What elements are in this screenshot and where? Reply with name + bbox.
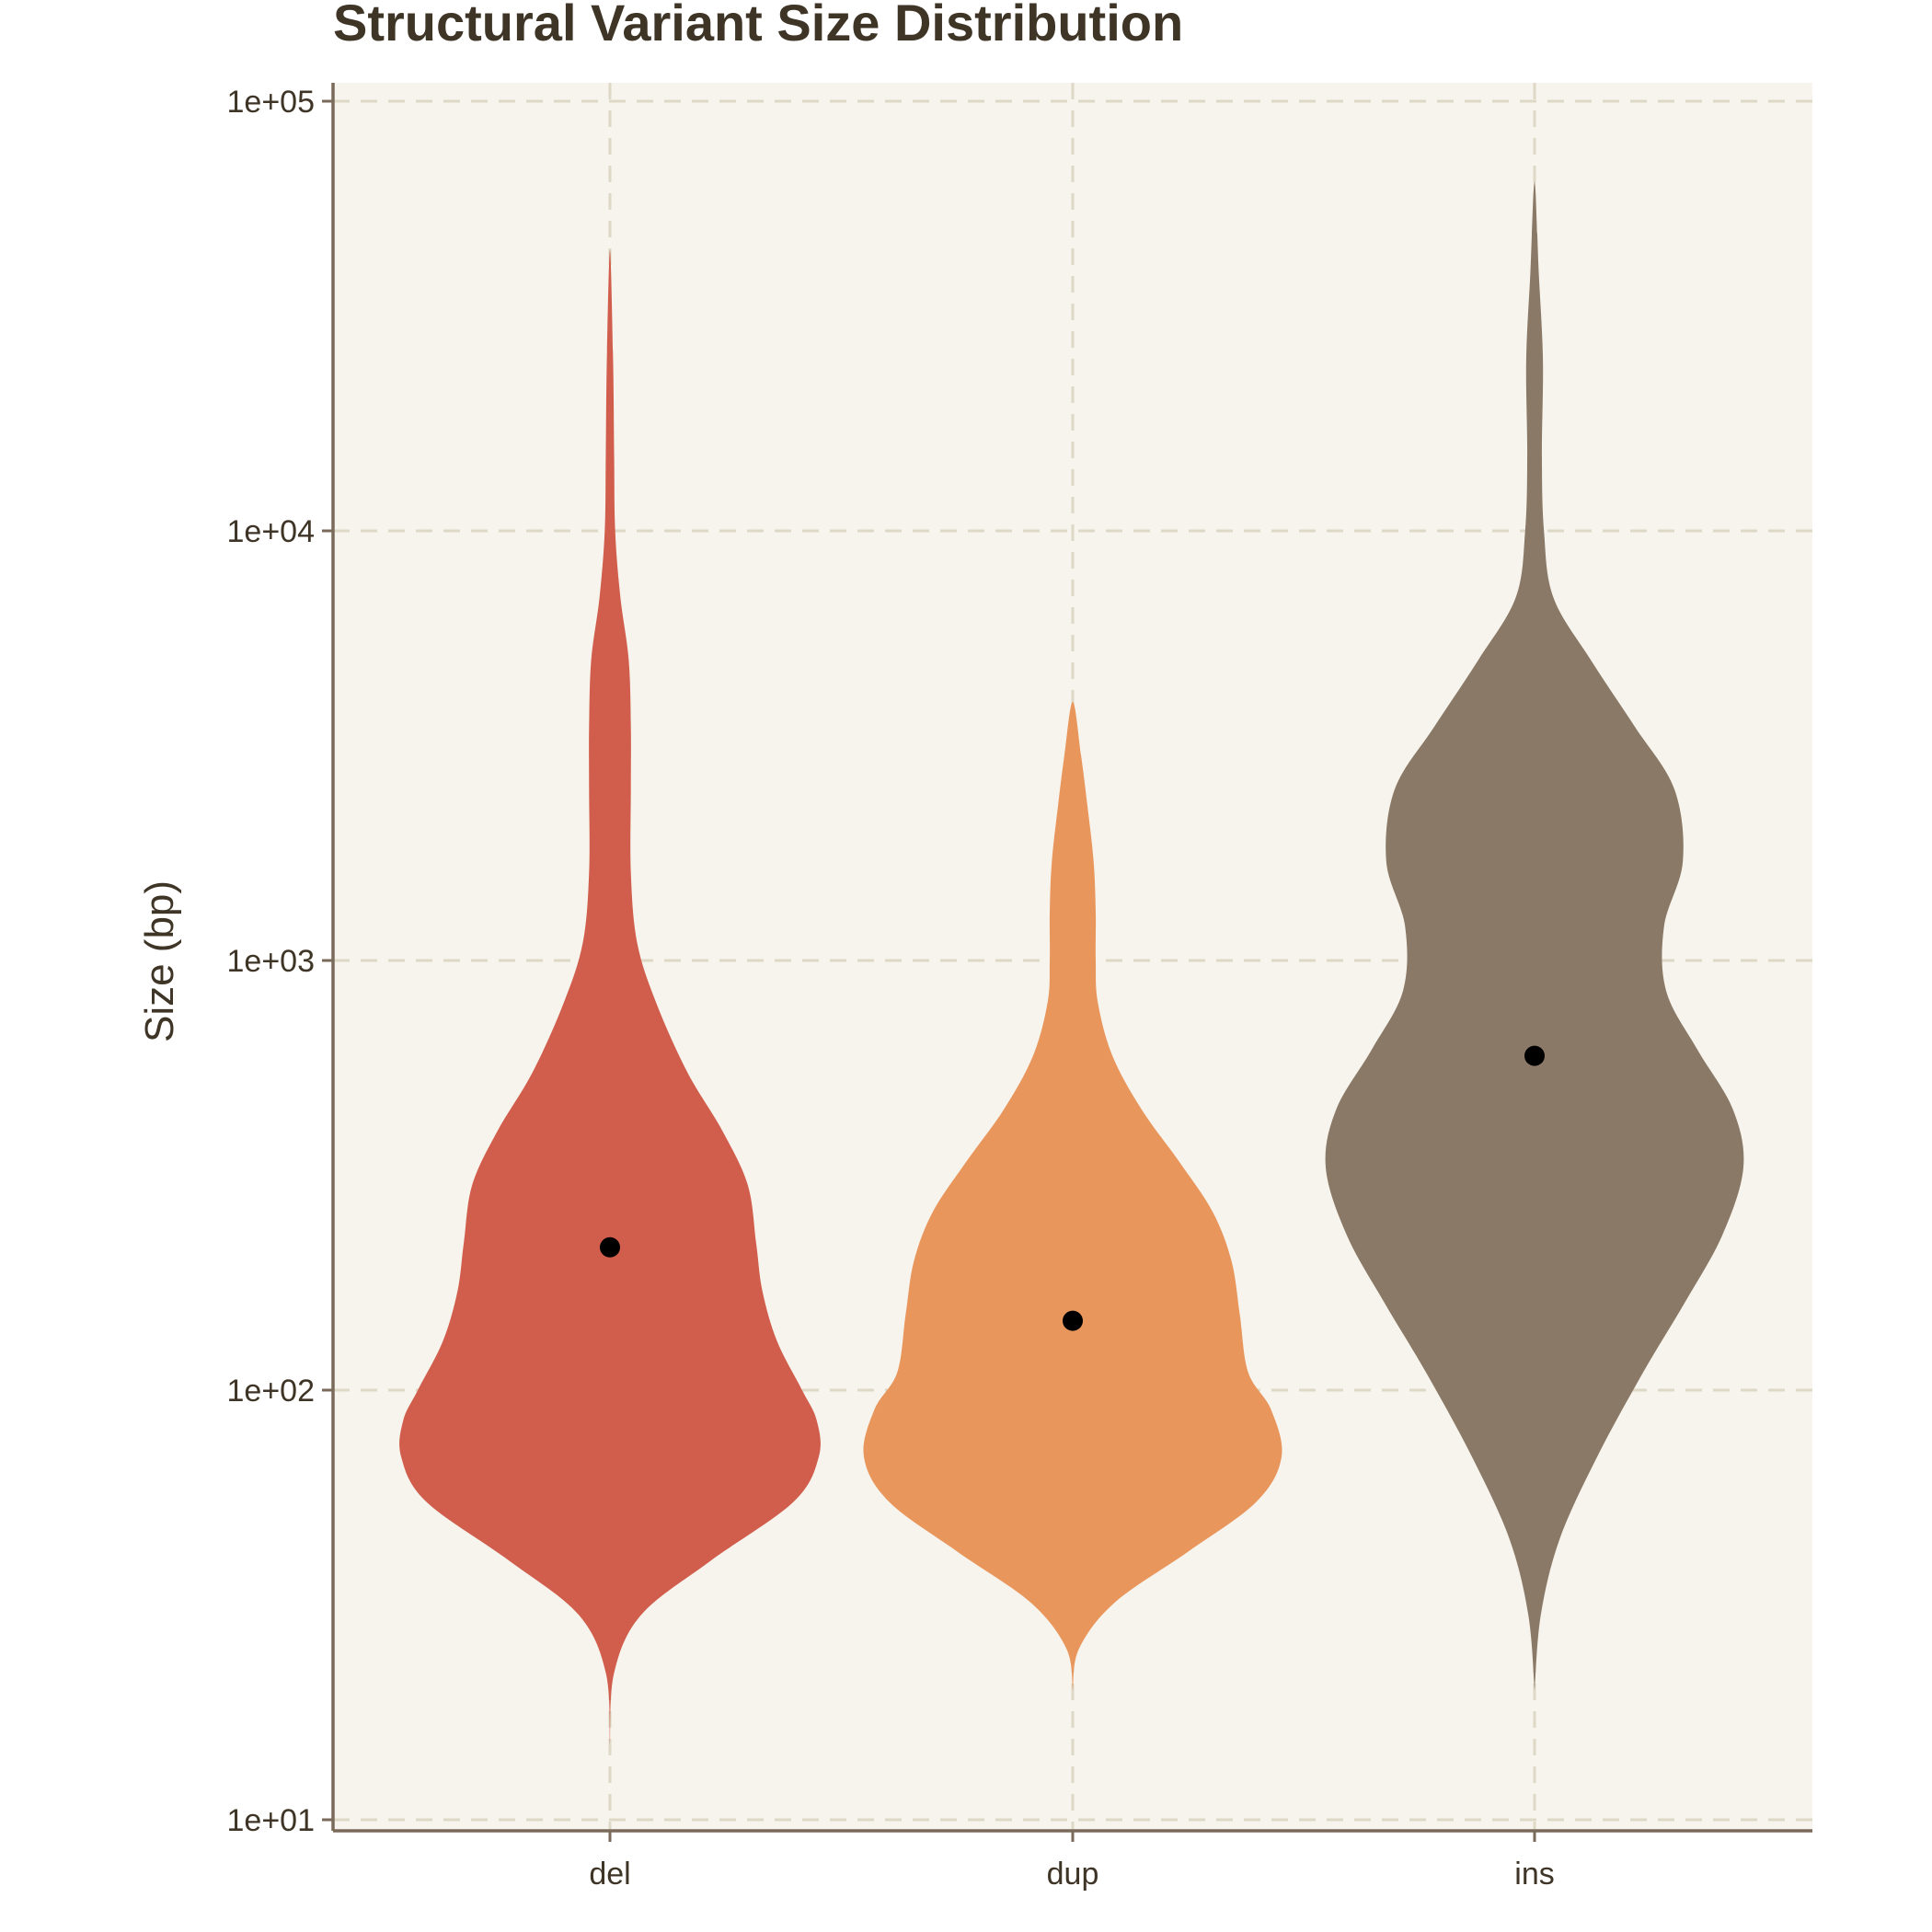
violin-del xyxy=(399,249,821,1744)
median-point-layer xyxy=(600,1045,1545,1331)
y-tick-label: 1e+01 xyxy=(227,1803,316,1838)
median-point-ins xyxy=(1524,1045,1545,1066)
y-axis-title: Size (bp) xyxy=(137,880,182,1042)
median-point-dup xyxy=(1063,1310,1083,1331)
y-tick-label: 1e+04 xyxy=(227,514,316,549)
chart-title: Structural Variant Size Distribution xyxy=(333,0,1183,52)
x-tick-label: ins xyxy=(1514,1857,1554,1892)
y-tick-label: 1e+03 xyxy=(227,944,316,979)
violin-dup xyxy=(863,701,1282,1691)
y-tick-label: 1e+02 xyxy=(227,1374,316,1409)
x-tick-label: del xyxy=(589,1857,630,1892)
axis-layer: 1e+01 1e+02 1e+03 1e+04 1e+05 del dup ins xyxy=(227,83,1812,1892)
x-tick-label: dup xyxy=(1047,1857,1099,1892)
violin-ins xyxy=(1325,181,1744,1691)
median-point-del xyxy=(600,1236,620,1258)
y-tick-label: 1e+05 xyxy=(227,85,316,120)
violin-layer xyxy=(399,181,1744,1744)
